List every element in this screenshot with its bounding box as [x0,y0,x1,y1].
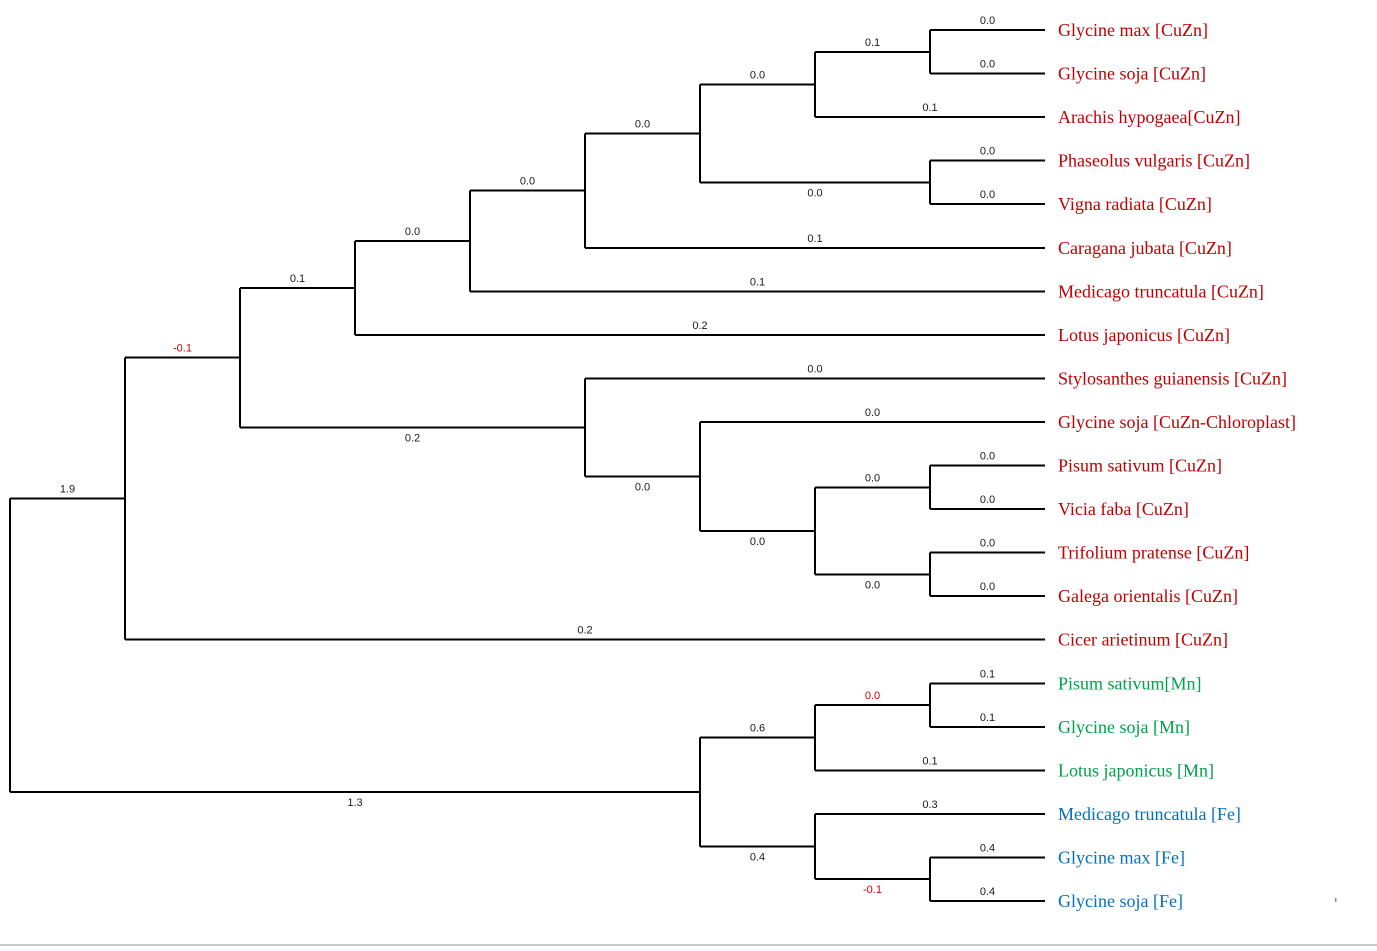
branch-length-label: 0.2 [577,625,592,637]
branch-length-label: 0.1 [807,233,822,245]
stray-mark: ' [1334,897,1338,912]
branch-length-label: 0.0 [980,451,995,463]
branch-length-label: 0.0 [980,146,995,158]
branch-length-label: -0.1 [173,343,192,355]
branch-length-label: 0.1 [290,273,305,285]
branch-length-label: 1.9 [60,484,75,496]
taxon-label-lotus-japonicus-cuzn: Lotus japonicus [CuZn] [1058,325,1230,345]
branch-length-label: 0.0 [865,690,880,702]
taxon-label-phaseolus-vulgaris-cuzn: Phaseolus vulgaris [CuZn] [1058,151,1250,171]
branch-length-label: 0.0 [980,59,995,71]
branch-length-label: 0.0 [807,363,822,375]
taxon-label-pisum-sativum-mn: Pisum sativum[Mn] [1058,673,1202,693]
taxon-label-medicago-truncatula-fe: Medicago truncatula [Fe] [1058,804,1241,824]
branch-length-label: 0.2 [405,432,420,444]
taxon-label-glycine-max-fe: Glycine max [Fe] [1058,847,1185,867]
branch-length-label: 0.4 [980,842,995,854]
branch-length-label: 0.1 [865,37,880,49]
branch-length-label: -0.1 [863,884,882,896]
taxon-label-cicer-arietinum-cuzn: Cicer arietinum [CuZn] [1058,630,1228,650]
branch-length-label: 0.1 [922,755,937,767]
branch-length-label: 0.0 [807,187,822,199]
branch-length-label: 0.0 [980,494,995,506]
branch-length-label: 0.4 [750,852,765,864]
branch-length-label: 0.0 [520,176,535,188]
branch-length-label: 0.0 [750,69,765,81]
window-bottom-edge [0,944,1377,946]
branch-length-label: 0.6 [750,723,765,735]
taxon-label-glycine-soja-mn: Glycine soja [Mn] [1058,717,1190,737]
branch-length-label: 0.0 [980,581,995,593]
branch-length-label: 0.1 [980,712,995,724]
taxon-label-glycine-soja-cuzn: Glycine soja [CuZn] [1058,64,1206,84]
branch-length-label: 0.0 [865,407,880,419]
branch-length-label: 0.0 [865,472,880,484]
branch-length-label: 0.0 [980,15,995,27]
branch-length-label: 0.2 [692,320,707,332]
branch-length-label: 0.4 [980,886,995,898]
branch-length-label: 0.3 [922,799,937,811]
branch-length-label: 0.1 [922,102,937,114]
taxon-label-vigna-radiata-cuzn: Vigna radiata [CuZn] [1058,194,1212,214]
taxon-label-stylosanthes-guianensis-cuzn: Stylosanthes guianensis [CuZn] [1058,368,1287,388]
taxon-label-glycine-max-cuzn: Glycine max [CuZn] [1058,20,1208,40]
branch-length-label: 0.0 [750,536,765,548]
branch-length-label: 0.0 [635,481,650,493]
taxon-label-glycine-soja-cuzn-chloroplast: Glycine soja [CuZn-Chloroplast] [1058,412,1296,432]
taxon-label-glycine-soja-fe: Glycine soja [Fe] [1058,891,1183,911]
taxon-label-trifolium-pratense-cuzn: Trifolium pratense [CuZn] [1058,543,1249,563]
taxon-label-galega-orientalis-cuzn: Galega orientalis [CuZn] [1058,586,1238,606]
taxon-label-caragana-jubata-cuzn: Caragana jubata [CuZn] [1058,238,1232,258]
taxon-label-arachis-hypogaea-cuzn: Arachis hypogaea[CuZn] [1058,107,1240,127]
taxon-label-vicia-faba-cuzn: Vicia faba [CuZn] [1058,499,1189,519]
branch-length-label: 0.1 [980,668,995,680]
branch-length-label: 0.0 [980,538,995,550]
taxon-label-medicago-truncatula-cuzn: Medicago truncatula [CuZn] [1058,281,1264,301]
branch-length-label: 0.0 [405,226,420,238]
branch-length-label: 0.0 [980,189,995,201]
branch-length-label: 0.0 [635,118,650,130]
taxon-label-lotus-japonicus-mn: Lotus japonicus [Mn] [1058,760,1214,780]
taxon-label-pisum-sativum-cuzn: Pisum sativum [CuZn] [1058,456,1222,476]
branch-length-label: 1.3 [347,797,362,809]
branch-length-label: 0.0 [865,579,880,591]
branch-length-label: 0.1 [750,276,765,288]
